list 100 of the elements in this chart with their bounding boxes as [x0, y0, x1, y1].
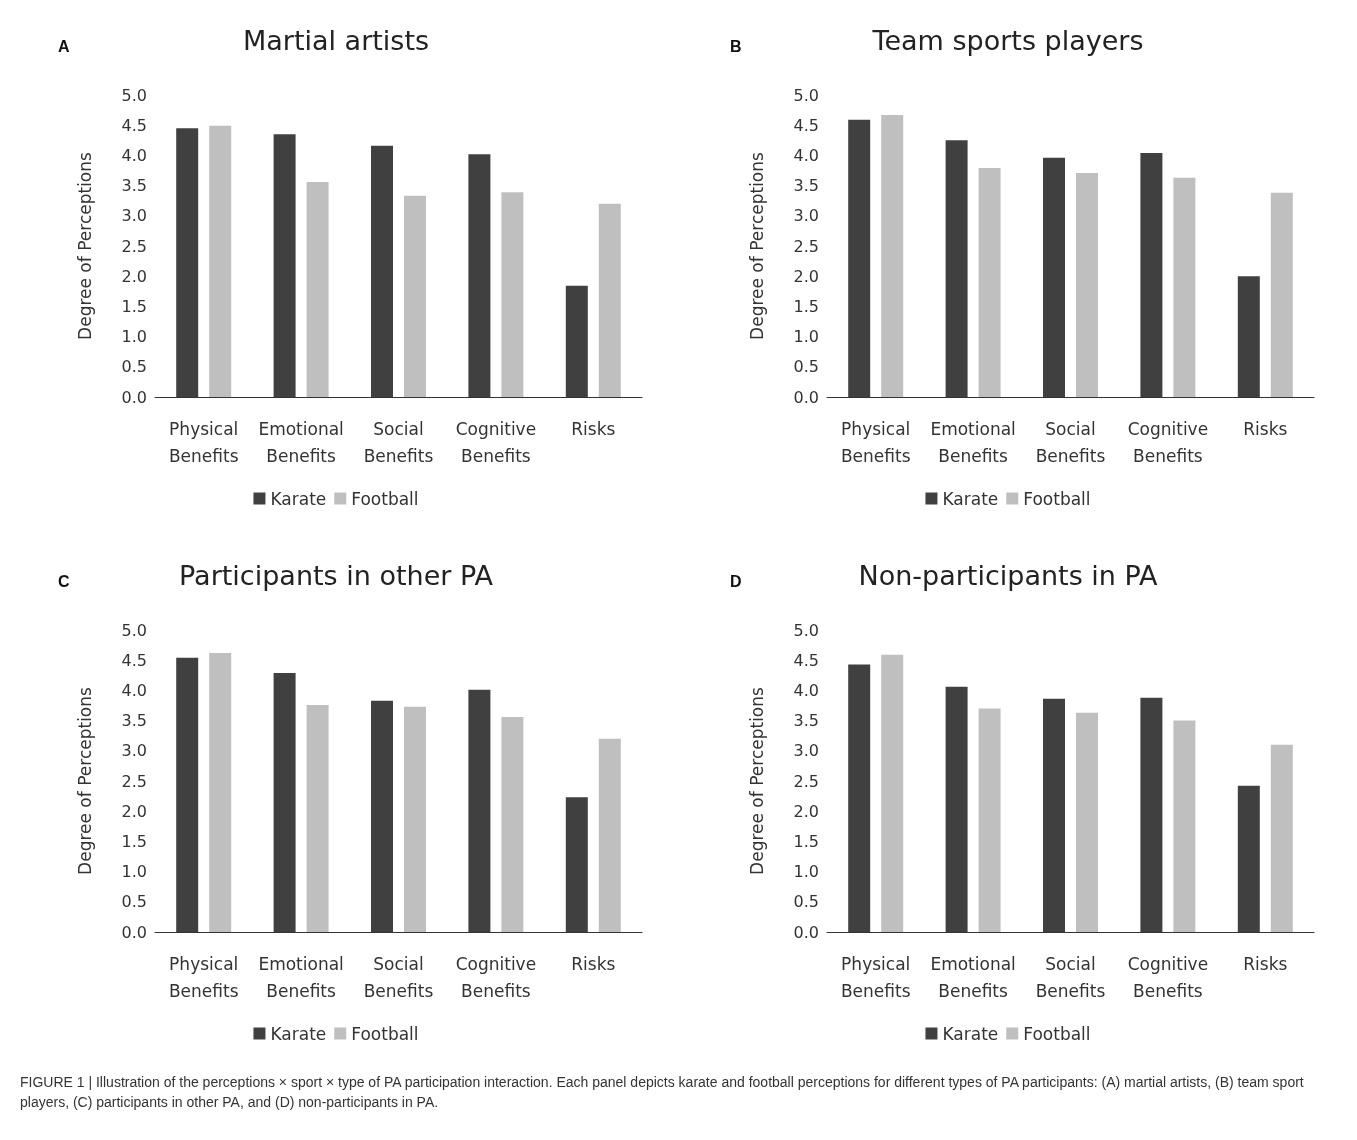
legend-label: Karate: [942, 488, 999, 509]
y-axis-title: Degree of Perceptions: [746, 151, 767, 340]
bar: [273, 672, 296, 932]
y-tick-label: 0.0: [793, 922, 819, 942]
bar: [176, 128, 199, 397]
y-tick-label: 2.5: [793, 771, 819, 791]
bar: [598, 203, 621, 397]
x-tick-label: Cognitive Benefits: [1127, 953, 1209, 1001]
y-tick-label: 3.5: [793, 711, 819, 731]
bar: [404, 195, 426, 397]
y-tick-label: 5.0: [793, 620, 819, 640]
y-axis-title: Degree of Perceptions: [74, 686, 95, 875]
bar: [1140, 152, 1163, 397]
x-tick-label: Cognitive Benefits: [455, 418, 537, 466]
bar: [176, 657, 199, 932]
y-tick-label: 4.5: [121, 115, 147, 135]
y-tick-label: 3.5: [121, 176, 147, 196]
x-tick-label: Risks: [1243, 418, 1288, 439]
bar: [881, 114, 904, 397]
bar: [468, 689, 491, 932]
x-tick-label: Physical Benefits: [840, 418, 911, 466]
bar: [468, 154, 491, 397]
x-tick-label: Cognitive Benefits: [1127, 418, 1209, 466]
bar: [306, 704, 329, 932]
x-tick-label: Risks: [1243, 953, 1288, 974]
text: A: [58, 37, 70, 55]
y-axis-title: Degree of Perceptions: [746, 686, 767, 875]
y-tick-label: 0.0: [121, 387, 147, 407]
y-tick-label: 4.0: [121, 145, 147, 165]
legend-label: Football: [351, 488, 419, 509]
bar: [1140, 697, 1163, 932]
y-tick-label: 5.0: [121, 85, 147, 105]
bar: [501, 192, 524, 397]
bar: [209, 652, 232, 932]
bar: [1237, 785, 1260, 932]
y-tick-label: 3.5: [793, 176, 819, 196]
bar: [565, 285, 588, 397]
chart-title: Martial artists: [242, 25, 430, 56]
y-tick-label: 1.0: [793, 862, 819, 882]
x-tick-label: Social Benefits: [1035, 418, 1106, 466]
y-tick-label: 3.0: [121, 741, 147, 761]
bar: [1270, 744, 1293, 932]
y-tick-label: 2.0: [121, 266, 147, 286]
bar: [209, 125, 232, 397]
bar: [881, 654, 904, 932]
y-tick-label: 1.0: [793, 327, 819, 347]
bar: [1173, 720, 1196, 932]
y-tick-label: 4.0: [121, 680, 147, 700]
legend-label: Football: [351, 1023, 419, 1044]
bar: [848, 119, 871, 397]
bar: [978, 708, 1001, 932]
text: B: [730, 37, 742, 55]
legend-label: Football: [1023, 488, 1091, 509]
y-tick-label: 1.0: [121, 327, 147, 347]
bar: [306, 181, 329, 397]
x-tick-label: Physical Benefits: [168, 953, 239, 1001]
bar: [1237, 276, 1260, 397]
y-tick-label: 5.0: [121, 620, 147, 640]
y-tick-label: 3.0: [793, 741, 819, 761]
caption: FIGURE 1 | Illustration of the perceptions × sport × type of PA participation interaction. Each panel depicts karate and football perceptions for different types of PA participants: (A) martial artists, (B) team sport players, (C) participants in other PA, and (D) non-participants in PA.: [20, 1073, 1305, 1112]
y-tick-label: 0.0: [793, 387, 819, 407]
bar: [1076, 712, 1098, 932]
y-tick-label: 0.5: [793, 357, 819, 377]
y-tick-label: 1.0: [121, 862, 147, 882]
y-tick-label: 2.5: [121, 236, 147, 256]
x-tick-label: Physical Benefits: [840, 953, 911, 1001]
chart-title: Non-participants in PA: [858, 560, 1159, 591]
bar: [978, 168, 1001, 397]
chart-title: Team sports players: [871, 25, 1144, 56]
x-tick-label: Social Benefits: [1035, 953, 1106, 1001]
y-tick-label: 1.5: [793, 831, 819, 851]
bar: [371, 700, 393, 932]
bar: [1043, 157, 1065, 397]
chart-title: Participants in other PA: [179, 560, 494, 591]
x-tick-label: Emotional Benefits: [930, 953, 1016, 1001]
y-tick-label: 5.0: [793, 85, 819, 105]
y-tick-label: 4.0: [793, 145, 819, 165]
y-tick-label: 4.5: [793, 650, 819, 670]
legend-label: Karate: [942, 1023, 999, 1044]
y-tick-label: 0.5: [121, 357, 147, 377]
x-tick-label: Emotional Benefits: [930, 418, 1016, 466]
y-tick-label: 2.5: [793, 236, 819, 256]
y-axis-title: Degree of Perceptions: [74, 151, 95, 340]
x-tick-label: Cognitive Benefits: [455, 953, 537, 1001]
y-tick-label: 1.5: [121, 296, 147, 316]
bar: [945, 140, 968, 397]
x-tick-label: Risks: [571, 418, 616, 439]
y-tick-label: 4.0: [793, 680, 819, 700]
x-tick-label: Emotional Benefits: [258, 953, 344, 1001]
y-tick-label: 2.0: [793, 266, 819, 286]
y-tick-label: 3.0: [793, 206, 819, 226]
y-tick-label: 1.5: [121, 831, 147, 851]
y-tick-label: 4.5: [121, 650, 147, 670]
y-tick-label: 2.0: [121, 801, 147, 821]
x-tick-label: Social Benefits: [363, 418, 434, 466]
bar: [1173, 177, 1196, 397]
y-tick-label: 0.5: [793, 892, 819, 912]
bar: [404, 706, 426, 932]
legend-label: Football: [1023, 1023, 1091, 1044]
bar: [598, 738, 621, 932]
